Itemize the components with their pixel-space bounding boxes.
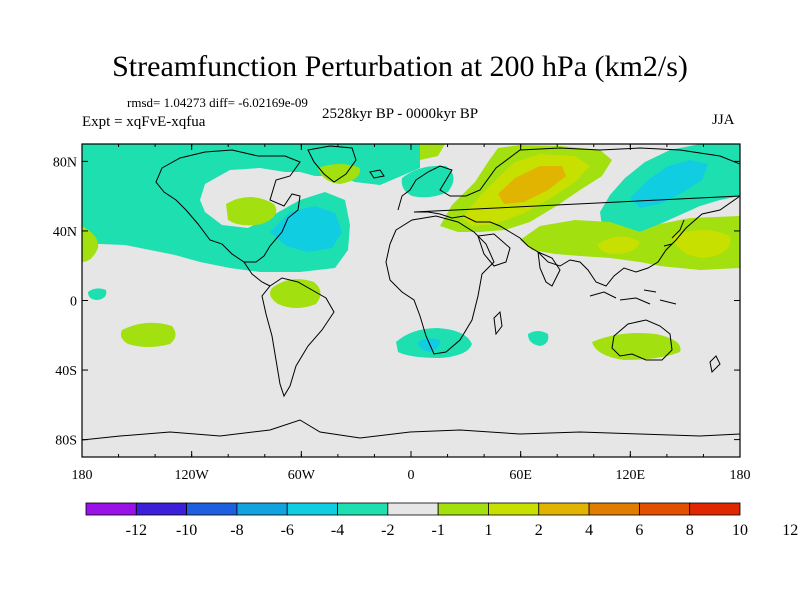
coastline-eurasia (397, 147, 740, 287)
tick-labels: 180 120W 60W 0 60E 120E 180 80N 40N 0 40S 80S (53, 155, 751, 483)
coastline-madagascar (493, 310, 503, 336)
negative-anomaly-siberia-core (630, 160, 708, 208)
positive-anomaly-west-pacific-core (672, 230, 731, 258)
positive-anomaly-australia (592, 333, 681, 360)
coastline-india (537, 251, 561, 287)
coastlines (82, 145, 740, 441)
coastline-greenland (307, 145, 357, 183)
colorbar-swatch (689, 502, 741, 516)
positive-anomaly-eurasia-core (498, 166, 566, 204)
positive-anomaly-tropical-atlantic (270, 279, 321, 308)
y-tick-label: 80N (53, 155, 77, 170)
colorbar-swatch (186, 502, 238, 516)
colorbar-label: -6 (281, 522, 294, 539)
x-tick-label: 180 (730, 468, 751, 483)
coastline-africa (385, 215, 495, 355)
season-label: JJA (712, 112, 735, 128)
colorbar-swatch (135, 502, 188, 516)
x-tick-label: 120W (175, 468, 210, 483)
coastline-south-america (261, 277, 335, 398)
map-title: Streamfunction Perturbation at 200 hPa (… (112, 50, 688, 83)
colorbar-label: 8 (686, 522, 694, 539)
colorbar-swatch (488, 502, 540, 516)
colorbar-swatch (236, 502, 288, 516)
coastline-australia (611, 319, 673, 361)
x-tick-label: 0 (408, 468, 415, 483)
colorbar-label: 12 (782, 522, 798, 539)
negative-anomaly-south-indian (528, 331, 549, 346)
coastline-antarctica (82, 419, 740, 441)
negative-anomaly-east-pacific (88, 288, 107, 300)
colorbar-swatch (337, 502, 389, 516)
colorbar-label: -1 (431, 522, 444, 539)
colorbar-swatch (638, 502, 691, 516)
colorbar-label: -12 (126, 522, 147, 539)
colorbar-label: -4 (331, 522, 344, 539)
positive-anomaly-dateline (82, 226, 99, 262)
x-tick-label: 60W (288, 468, 316, 483)
colorbar-swatch (286, 502, 338, 516)
coastline-central-america (243, 261, 271, 287)
colorbar-label: 1 (484, 522, 492, 539)
colorbar-label: 10 (732, 522, 748, 539)
colorbar-swatch (85, 502, 137, 516)
colorbar-swatch (538, 502, 590, 516)
colorbar-label: 2 (535, 522, 543, 539)
colorbar-swatch (437, 502, 489, 516)
colorbar-swatch (588, 502, 640, 516)
y-tick-label: 80S (55, 434, 77, 449)
y-tick-label: 40N (53, 225, 77, 240)
colorbar-label: 6 (635, 522, 643, 539)
map-area (82, 144, 740, 457)
experiment-label: Expt = xqFvE-xqfua (82, 114, 206, 130)
positive-anomaly-north-america (226, 197, 277, 226)
y-tick-label: 0 (70, 295, 77, 310)
period-label: 2528kyr BP - 0000kyr BP (322, 106, 479, 122)
x-tick-label: 60E (509, 468, 532, 483)
y-tick-label: 40S (55, 364, 77, 379)
coastline-new-zealand (709, 355, 721, 374)
colorbar: -12 -10 -8 -6 -4 -2 -1 1 2 4 6 8 10 12 (85, 502, 798, 539)
stats-label: rmsd= 1.04273 diff= -6.02169e-09 (127, 95, 308, 110)
negative-anomaly-south-atlantic-core (418, 338, 440, 352)
coastline-arabia (477, 233, 511, 267)
coastline-iceland (369, 169, 385, 179)
positive-anomaly-south-pacific (120, 322, 176, 347)
coastline-north-america (155, 149, 301, 263)
positive-anomaly-north-atlantic (420, 144, 445, 160)
colorbar-label: 4 (585, 522, 593, 539)
tick-marks (81, 144, 741, 457)
coastline-maritime-continent (589, 289, 677, 305)
positive-anomaly-east-asia-core (598, 236, 640, 254)
coastline-japan (663, 219, 685, 247)
colorbar-label: -2 (381, 522, 394, 539)
x-tick-label: 180 (72, 468, 93, 483)
colorbar-label: -10 (176, 522, 197, 539)
colorbar-swatch (387, 502, 439, 516)
x-tick-label: 120E (616, 468, 646, 483)
colorbar-label: -8 (230, 522, 243, 539)
